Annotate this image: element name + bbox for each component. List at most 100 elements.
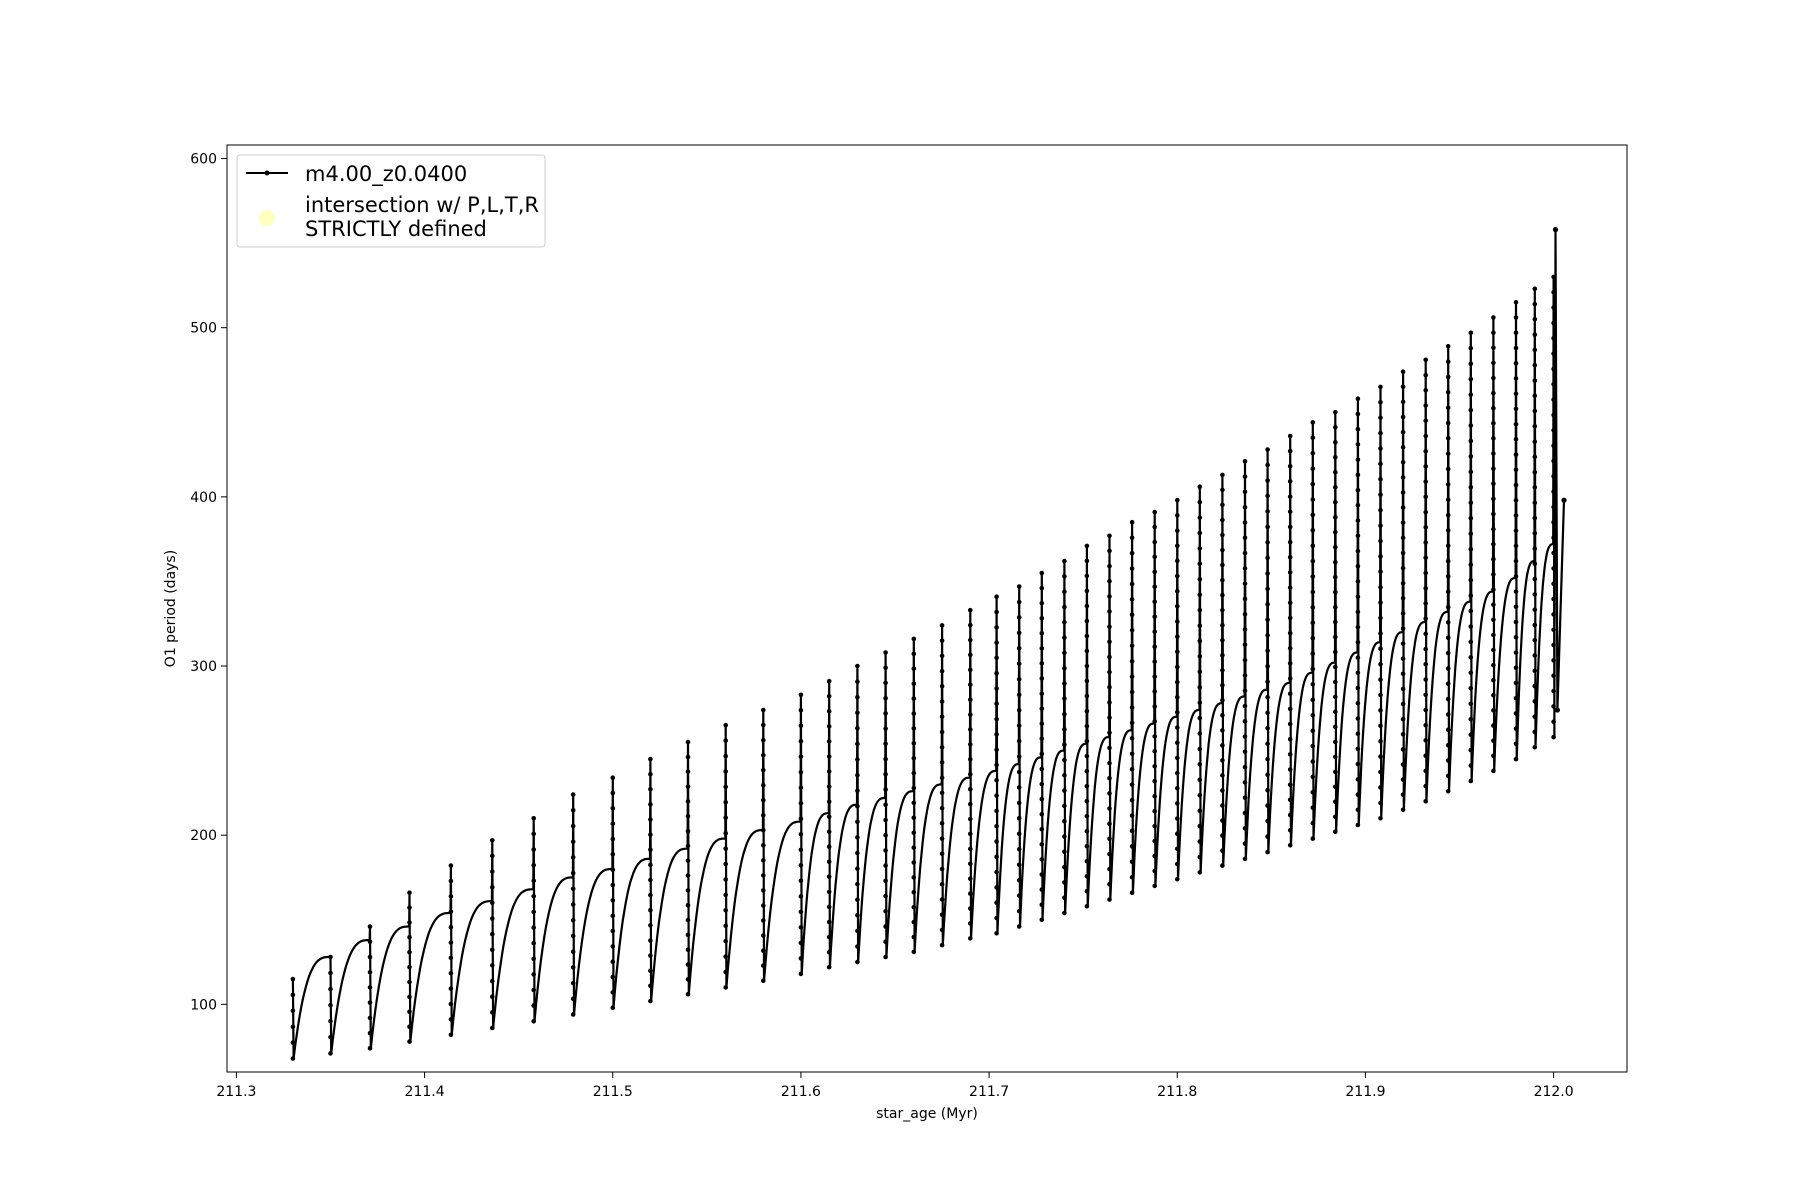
legend-box [236, 154, 546, 248]
series-point [1016, 908, 1022, 914]
series-point [1197, 685, 1203, 690]
series-point [490, 853, 495, 859]
series-line-m4.00_z0.0400 [291, 228, 1566, 1060]
series-point [1468, 655, 1474, 660]
series-point [1175, 770, 1180, 776]
series-point [1400, 747, 1406, 752]
series-point [939, 760, 945, 765]
series-point [1333, 799, 1338, 805]
series-point [1445, 466, 1451, 472]
series-point [1084, 813, 1090, 819]
series-point [994, 869, 999, 875]
series-point [1016, 661, 1022, 667]
series-point [1551, 704, 1556, 709]
series-point [1129, 797, 1135, 803]
series-point [1423, 662, 1428, 667]
series-point [407, 1009, 412, 1015]
series-point [1084, 678, 1090, 684]
series-point [1445, 497, 1451, 503]
series-point [1062, 711, 1067, 717]
series-point [685, 902, 691, 908]
series-point [570, 980, 576, 986]
series-point [1016, 785, 1022, 790]
series-point [911, 815, 917, 821]
series-point [1039, 646, 1045, 651]
series-point [1400, 490, 1406, 495]
series-point [1152, 614, 1157, 620]
series-point [911, 666, 917, 672]
series-point [1355, 396, 1361, 402]
series-point [1445, 650, 1451, 656]
series-point [939, 851, 945, 857]
series-point [1152, 539, 1157, 545]
series-point [1400, 792, 1406, 797]
series-point [1265, 849, 1270, 855]
series-point [1265, 617, 1270, 623]
series-point [1265, 648, 1270, 654]
series-point [1445, 374, 1451, 380]
series-point [1513, 543, 1519, 549]
series-point [1175, 740, 1180, 745]
series-point [1491, 647, 1496, 653]
series-point [1400, 671, 1406, 677]
series-point [1197, 638, 1203, 644]
series-point [1107, 760, 1112, 766]
legend: m4.00_z0.0400 intersection w/ P,L,T,R ST… [236, 154, 546, 248]
series-point [610, 913, 616, 918]
series-point [1513, 360, 1519, 366]
series-point [968, 906, 973, 911]
series-point [1310, 743, 1316, 749]
series-point [1152, 853, 1157, 859]
series-point [1265, 756, 1270, 762]
series-point [1468, 716, 1474, 722]
series-point [1491, 496, 1496, 502]
series-point [994, 609, 999, 615]
series-point [855, 741, 860, 747]
series-point [1423, 631, 1428, 637]
series-point [1220, 577, 1225, 583]
series-point [570, 886, 576, 892]
series-point [1468, 330, 1474, 336]
series-point [531, 940, 536, 946]
series-point [1355, 563, 1361, 569]
series-point [994, 854, 999, 860]
series-point [531, 816, 536, 821]
series-point [1152, 778, 1157, 784]
series-point [939, 866, 945, 872]
series-point [1039, 917, 1045, 923]
series-point [685, 799, 691, 804]
series-point [1400, 520, 1406, 526]
series-point [1039, 751, 1045, 757]
series-point [1265, 509, 1270, 514]
series-point [610, 836, 616, 842]
series-point [1220, 667, 1225, 673]
plot-area [226, 144, 1628, 1073]
series-point [761, 752, 766, 758]
series-point [1333, 529, 1338, 535]
series-point [798, 754, 804, 760]
series-point [1175, 695, 1180, 700]
series-point [1468, 454, 1474, 459]
series-point [1400, 732, 1406, 737]
series-point [1265, 818, 1270, 824]
series-point [1287, 812, 1293, 818]
series-point [1220, 848, 1225, 853]
series-point [1016, 862, 1022, 867]
series-point [1333, 544, 1338, 550]
series-point [1400, 505, 1406, 510]
series-point [1016, 723, 1022, 728]
series-point [1107, 563, 1112, 569]
series-point [1513, 589, 1519, 594]
series-point [1355, 457, 1361, 462]
series-point [1175, 725, 1180, 730]
series-point [407, 994, 412, 1000]
series-point [1378, 523, 1383, 528]
series-point [448, 909, 454, 915]
series-point [1310, 574, 1316, 579]
series-point [1532, 699, 1538, 704]
series-point [1400, 475, 1406, 480]
series-point [798, 785, 804, 791]
series-point [1468, 593, 1474, 598]
series-point [1084, 828, 1090, 834]
series-point [1084, 798, 1090, 804]
